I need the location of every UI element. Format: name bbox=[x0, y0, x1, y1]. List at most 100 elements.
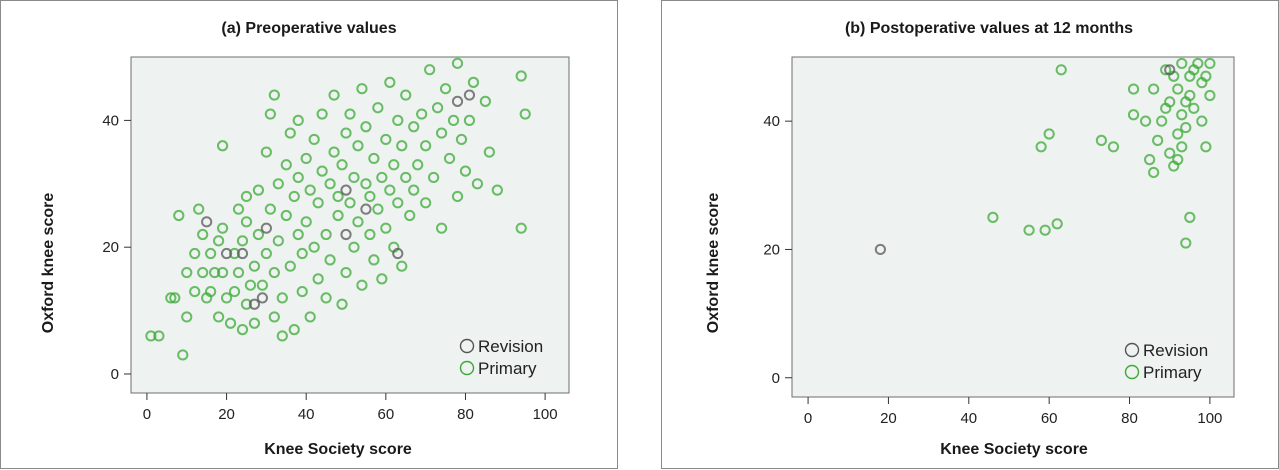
data-point-primary bbox=[344, 197, 356, 209]
x-tick-label: 80 bbox=[457, 406, 474, 423]
x-tick-label: 0 bbox=[143, 406, 151, 423]
data-point-primary bbox=[292, 171, 304, 184]
data-point-primary bbox=[416, 108, 428, 120]
data-point-primary bbox=[356, 279, 368, 291]
data-point-primary bbox=[248, 260, 261, 272]
data-point-primary bbox=[1152, 134, 1164, 146]
data-point-primary bbox=[256, 279, 268, 291]
data-point-primary bbox=[364, 228, 376, 241]
data-point-primary bbox=[1164, 147, 1176, 159]
y-axis-label: Oxford knee score bbox=[705, 193, 722, 334]
chart-title: (b) Postoperative values at 12 months bbox=[845, 20, 1133, 37]
data-point-primary bbox=[264, 203, 276, 215]
data-point-primary bbox=[213, 311, 225, 323]
data-point-primary bbox=[1176, 109, 1188, 121]
data-point-primary bbox=[276, 292, 288, 304]
data-point-primary bbox=[459, 165, 472, 177]
data-point-revision bbox=[201, 216, 213, 228]
x-tick-label: 80 bbox=[1121, 410, 1138, 427]
data-point-primary bbox=[376, 171, 388, 184]
data-point-primary bbox=[189, 247, 201, 260]
data-point-primary bbox=[312, 197, 324, 209]
data-point-revision bbox=[236, 247, 249, 260]
data-point-primary bbox=[1043, 128, 1055, 140]
data-point-primary bbox=[240, 216, 253, 228]
data-point-primary bbox=[1095, 134, 1107, 146]
data-point-primary bbox=[451, 57, 464, 69]
data-point-primary bbox=[216, 140, 229, 152]
x-tick-label: 60 bbox=[377, 406, 394, 423]
data-point-primary bbox=[228, 247, 241, 260]
data-point-primary bbox=[1148, 166, 1160, 179]
x-tick-label: 100 bbox=[533, 406, 558, 423]
data-point-primary bbox=[352, 216, 364, 228]
data-point-revision bbox=[260, 222, 272, 234]
data-point-primary bbox=[515, 70, 527, 82]
legend-marker-revision bbox=[1124, 342, 1140, 358]
y-tick-label: 20 bbox=[102, 239, 119, 256]
data-point-primary bbox=[1188, 102, 1200, 114]
data-point-primary bbox=[177, 349, 189, 361]
data-point-primary bbox=[1160, 64, 1172, 76]
data-point-primary bbox=[232, 203, 245, 215]
data-point-primary bbox=[1180, 121, 1192, 134]
data-point-primary bbox=[236, 324, 249, 336]
data-point-primary bbox=[404, 209, 416, 222]
data-point-primary bbox=[268, 266, 280, 279]
data-point-primary bbox=[1127, 83, 1140, 95]
data-point-primary bbox=[268, 311, 280, 323]
data-point-primary bbox=[1144, 154, 1156, 166]
data-point-primary bbox=[264, 108, 276, 120]
data-point-revision bbox=[340, 184, 352, 196]
data-point-primary bbox=[428, 171, 440, 184]
data-point-primary bbox=[328, 146, 340, 158]
data-point-primary bbox=[479, 95, 491, 107]
data-point-primary bbox=[272, 235, 284, 247]
data-point-primary bbox=[368, 152, 380, 165]
y-tick-label: 0 bbox=[111, 366, 119, 383]
data-point-primary bbox=[348, 171, 360, 184]
panel-preoperative: (a) Preoperative values Knee Society sco… bbox=[0, 0, 618, 469]
data-point-primary bbox=[284, 127, 296, 139]
data-point-primary bbox=[252, 228, 265, 241]
data-point-primary bbox=[519, 108, 531, 120]
data-point-primary bbox=[463, 114, 476, 126]
data-point-primary bbox=[336, 159, 348, 171]
data-point-primary bbox=[392, 197, 404, 209]
data-point-primary bbox=[173, 209, 185, 222]
legend-label-revision: Revision bbox=[1143, 341, 1208, 360]
data-point-primary bbox=[181, 266, 193, 279]
y-axis-label: Oxford knee score bbox=[40, 193, 57, 334]
data-point-primary bbox=[193, 203, 205, 215]
data-point-primary bbox=[443, 152, 456, 165]
data-point-primary bbox=[308, 133, 320, 146]
data-point-primary bbox=[1055, 64, 1067, 76]
legend-label-revision: Revision bbox=[478, 337, 543, 356]
data-point-primary bbox=[1172, 128, 1184, 140]
data-point-primary bbox=[987, 211, 999, 223]
data-point-primary bbox=[1035, 141, 1047, 153]
data-point-primary bbox=[435, 222, 448, 234]
data-point-revision bbox=[256, 292, 268, 304]
data-point-primary bbox=[360, 178, 372, 190]
data-point-primary bbox=[189, 285, 201, 298]
data-point-revision bbox=[360, 203, 372, 215]
data-point-primary bbox=[388, 159, 400, 171]
data-point-primary bbox=[1127, 109, 1140, 121]
data-point-primary bbox=[352, 140, 364, 152]
data-point-primary bbox=[260, 146, 272, 158]
data-point-primary bbox=[181, 311, 193, 323]
data-point-primary bbox=[300, 152, 312, 165]
data-point-revision bbox=[220, 247, 233, 260]
data-point-primary bbox=[197, 228, 209, 241]
data-point-primary bbox=[344, 108, 356, 120]
data-point-primary bbox=[1051, 218, 1063, 230]
data-point-primary bbox=[420, 197, 432, 209]
data-point-primary bbox=[408, 121, 420, 133]
data-point-revision bbox=[248, 298, 261, 310]
data-point-primary bbox=[153, 330, 165, 342]
data-point-primary bbox=[209, 266, 221, 279]
data-point-revision bbox=[874, 243, 886, 256]
legend-marker-revision bbox=[459, 338, 475, 354]
data-point-primary bbox=[332, 209, 344, 222]
